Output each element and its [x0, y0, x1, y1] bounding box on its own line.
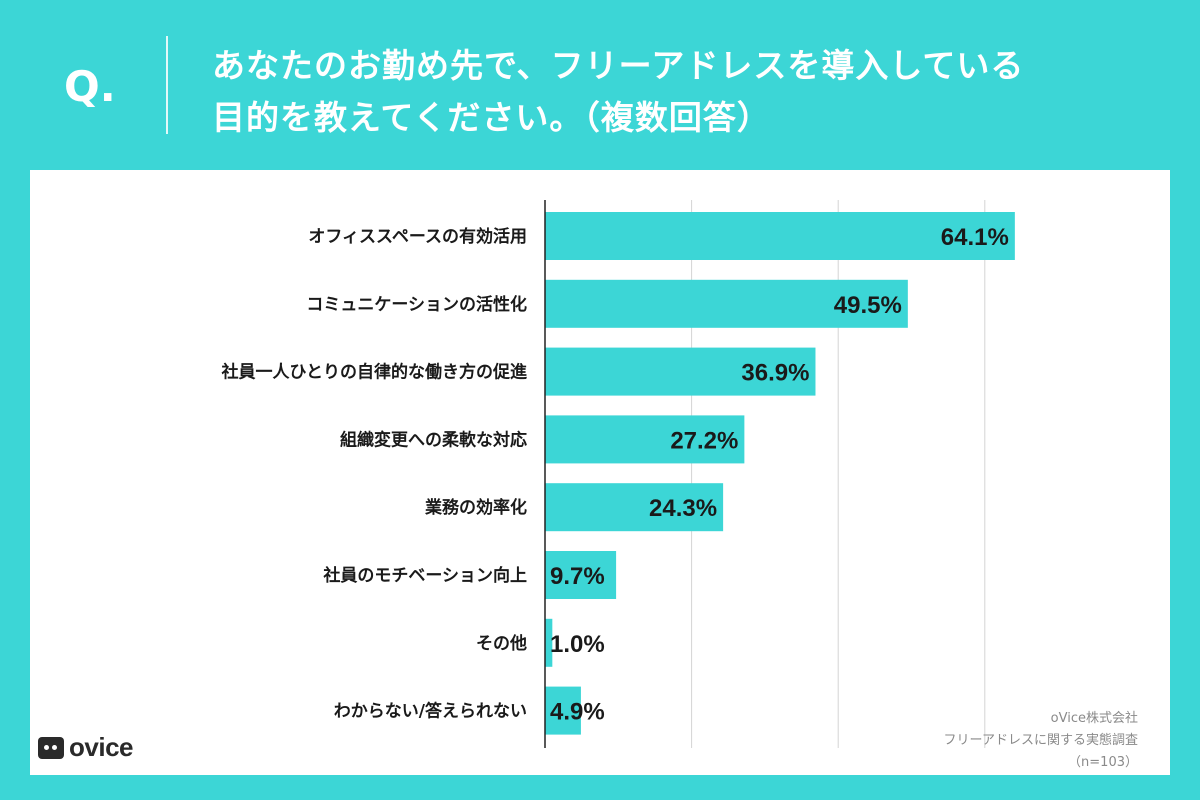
category-label: わからない/答えられない	[334, 701, 527, 722]
bar	[545, 415, 745, 464]
value-label: 4.9%	[550, 699, 605, 726]
ovice-logo-icon	[38, 736, 64, 759]
value-label: 36.9%	[741, 360, 809, 387]
value-label: 49.5%	[834, 292, 902, 319]
bar	[545, 347, 816, 396]
source-note: oVice株式会社 フリーアドレスに関する実態調査 （n=103）	[944, 708, 1138, 774]
category-label: 社員のモチベーション向上	[322, 565, 527, 586]
bar	[545, 618, 553, 667]
source-company: oVice株式会社	[1050, 711, 1138, 726]
source-survey: フリーアドレスに関する実態調査	[943, 733, 1138, 748]
value-label: 27.2%	[670, 427, 738, 454]
title-divider	[166, 36, 168, 134]
value-label: 9.7%	[550, 563, 605, 590]
ovice-logo: ovice	[38, 732, 134, 763]
category-label: 組織変更への柔軟な対応	[340, 429, 527, 450]
bar	[545, 212, 1015, 260]
question-mark: Q.	[64, 62, 116, 111]
bar-chart: オフィススペースの有効活用 64.1% コミュニケーションの活性化 49.5% 社員一人…	[221, 200, 1015, 748]
question-title: あなたのお勤め先で、フリーアドレスを導入している 目的を教えてください。（複数回…	[212, 40, 1172, 144]
bar	[545, 279, 908, 328]
chart-panel: オフィススペースの有効活用 64.1% コミュニケーションの活性化 49.5% 社員一人…	[30, 170, 1170, 775]
bar	[545, 686, 581, 735]
value-label: 24.3%	[649, 495, 717, 522]
category-label: オフィススペースの有効活用	[308, 226, 527, 247]
bar	[545, 483, 724, 532]
bar	[545, 551, 617, 599]
category-label: その他	[476, 633, 527, 654]
category-label: 業務の効率化	[425, 497, 527, 518]
value-label: 64.1%	[941, 224, 1009, 251]
category-label: コミュニケーションの活性化	[306, 294, 527, 315]
source-sample-size: （n=103）	[1068, 755, 1138, 770]
question-title-line-2: 目的を教えてください。（複数回答）	[212, 98, 771, 137]
category-label: 社員一人ひとりの自律的な働き方の促進	[221, 362, 528, 383]
value-label: 1.0%	[550, 631, 605, 658]
question-title-line-1: あなたのお勤め先で、フリーアドレスを導入している	[212, 46, 1025, 85]
ovice-logo-text: ovice	[69, 732, 134, 762]
